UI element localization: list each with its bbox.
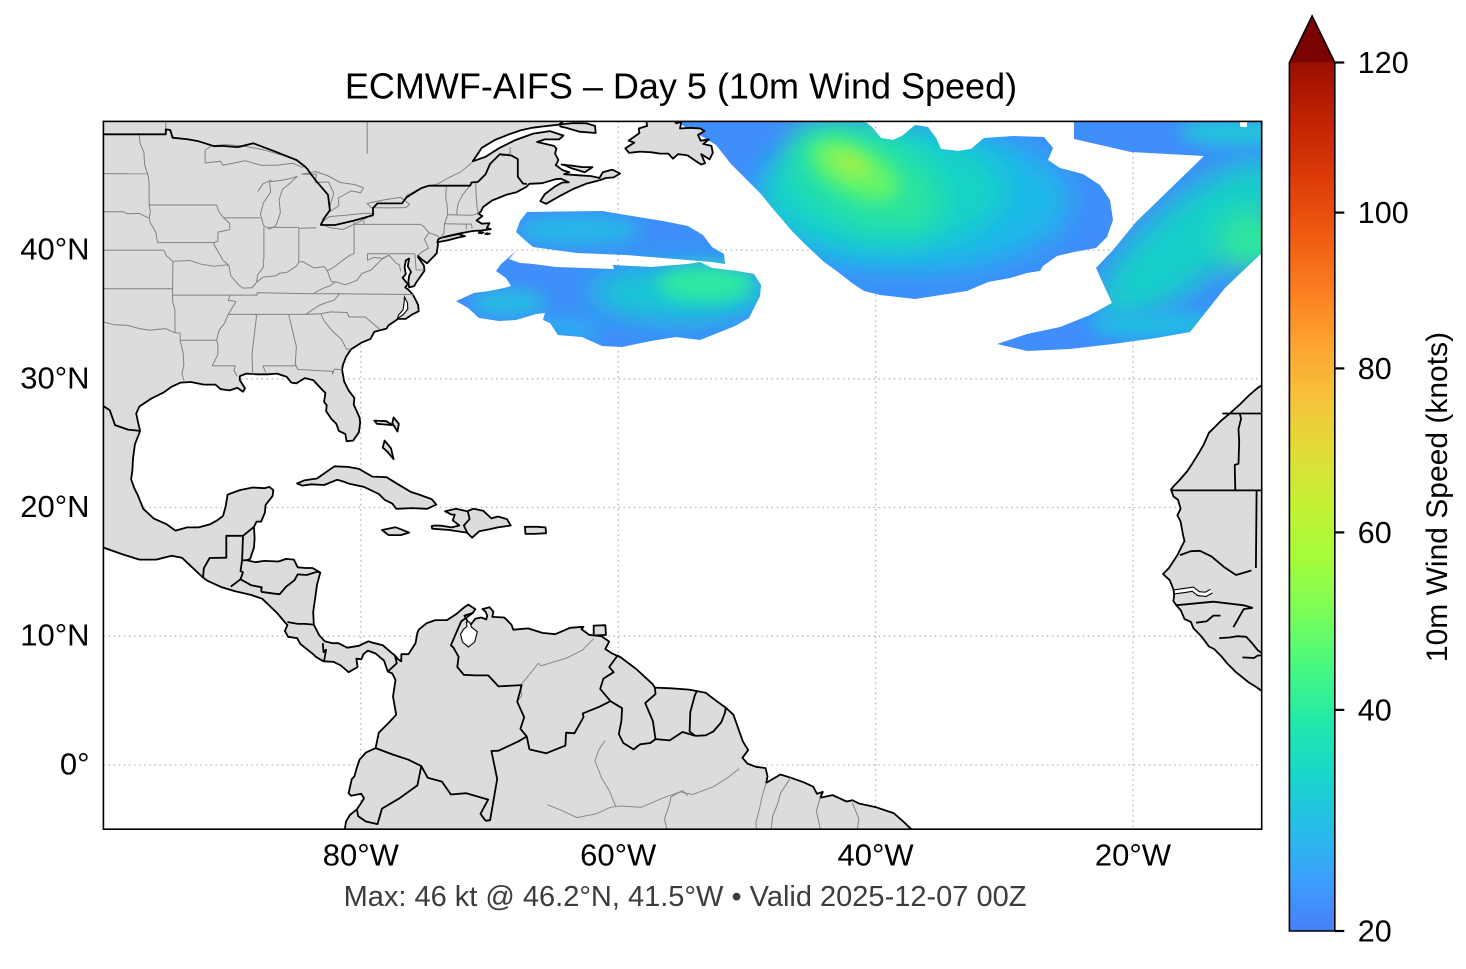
- svg-text:80°W: 80°W: [323, 838, 400, 873]
- svg-text:0°: 0°: [60, 746, 90, 781]
- svg-text:20: 20: [1358, 915, 1392, 949]
- svg-text:10m Wind Speed (knots): 10m Wind Speed (knots): [1421, 332, 1454, 662]
- svg-text:30°N: 30°N: [20, 360, 89, 395]
- svg-text:80: 80: [1358, 352, 1392, 386]
- svg-text:40°N: 40°N: [20, 232, 89, 267]
- svg-text:120: 120: [1358, 46, 1409, 80]
- svg-text:100: 100: [1358, 196, 1409, 230]
- svg-text:40°W: 40°W: [838, 838, 915, 873]
- svg-text:40: 40: [1358, 693, 1392, 727]
- svg-text:10°N: 10°N: [20, 618, 89, 653]
- svg-text:20°N: 20°N: [20, 489, 89, 524]
- svg-text:60°W: 60°W: [580, 838, 657, 873]
- svg-text:20°W: 20°W: [1095, 838, 1172, 873]
- svg-text:Max: 46 kt @ 46.2°N, 41.5°W •: Max: 46 kt @ 46.2°N, 41.5°W • Valid 2025…: [344, 881, 1027, 913]
- svg-text:ECMWF-AIFS – Day 5 (10m Wind S: ECMWF-AIFS – Day 5 (10m Wind Speed): [345, 66, 1017, 107]
- svg-text:60: 60: [1358, 516, 1392, 550]
